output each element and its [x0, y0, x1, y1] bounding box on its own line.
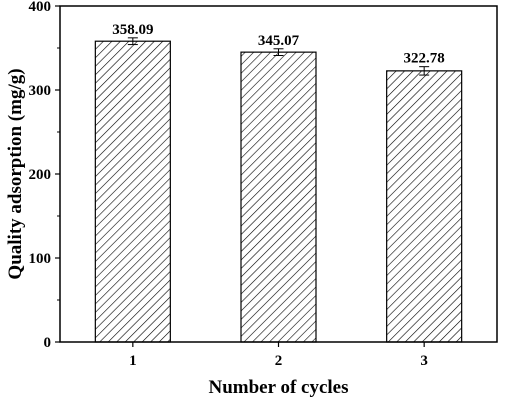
data-label-3: 322.78: [404, 51, 445, 67]
plot-marks: 358.09 345.07 322.78: [94, 22, 463, 343]
y-tick-label-0: 0: [44, 335, 52, 351]
y-tick-label-100: 100: [29, 251, 52, 267]
x-tick-label-1: 1: [129, 353, 137, 369]
x-tick-label-3: 3: [420, 353, 428, 369]
data-label-1: 358.09: [112, 22, 153, 38]
x-axis-title: Number of cycles: [208, 377, 348, 398]
y-tick-label-400: 400: [29, 0, 52, 15]
bar-2: [240, 51, 317, 343]
y-tick-label-300: 300: [29, 83, 52, 99]
bar-1: [94, 40, 171, 343]
data-label-2: 345.07: [258, 33, 300, 49]
x-tick-label-2: 2: [275, 353, 283, 369]
bar-3: [386, 70, 463, 343]
y-tick-label-200: 200: [29, 167, 52, 183]
y-axis-title: Quality adsorption (mg/g): [5, 68, 26, 279]
axes: 1 2 3 0 100 200 300 400: [29, 0, 428, 369]
